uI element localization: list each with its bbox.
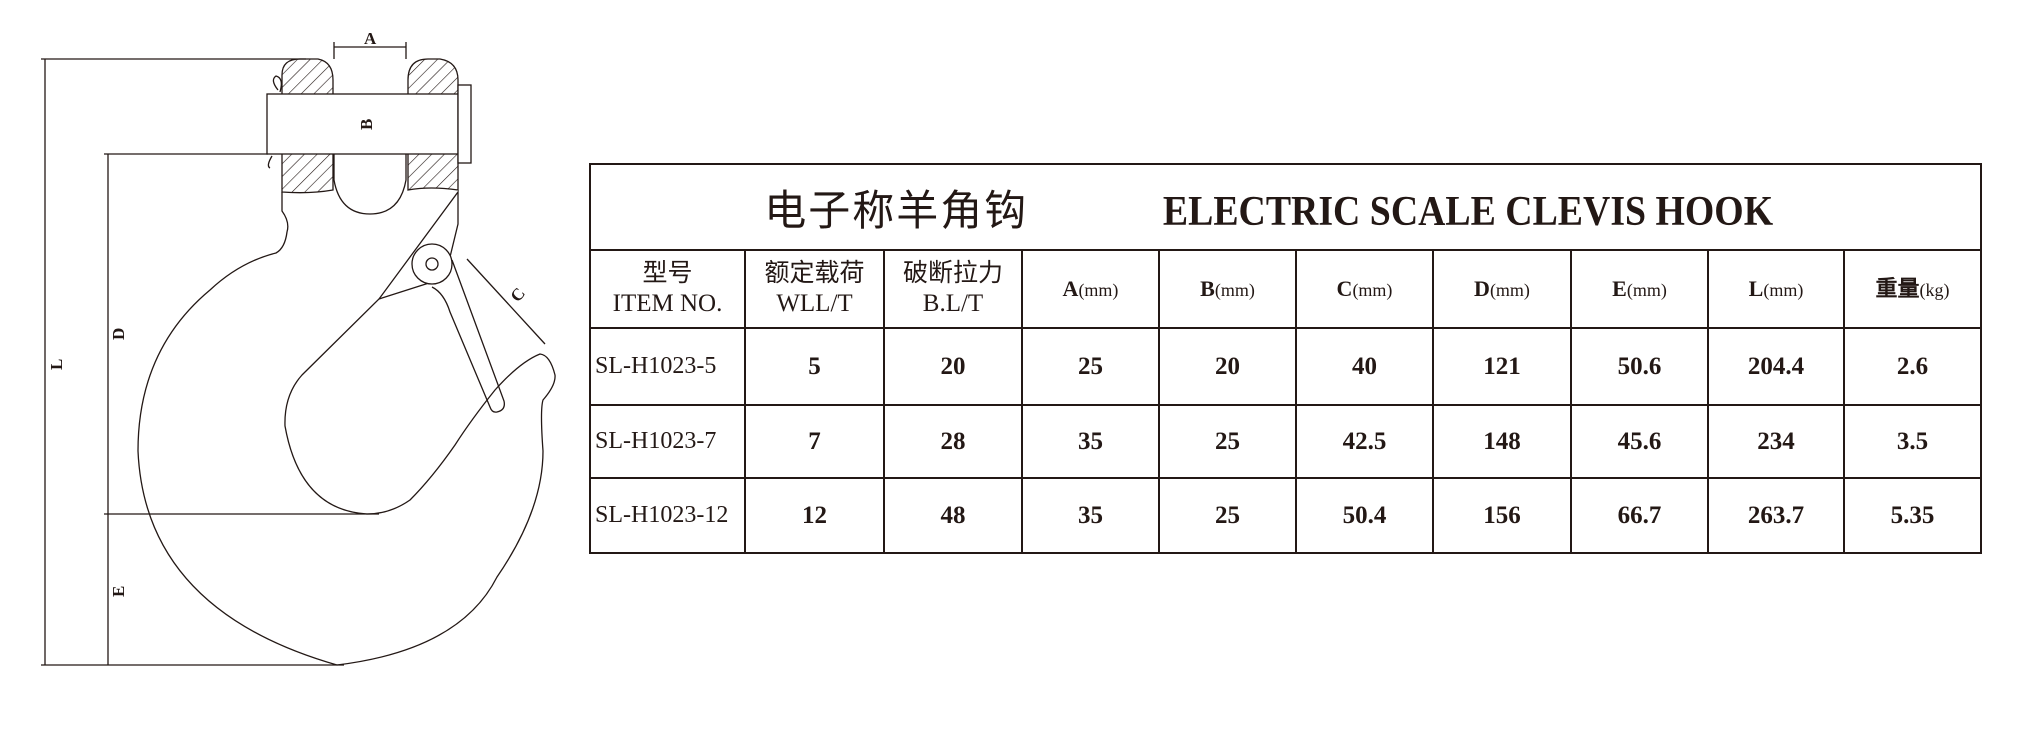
table-cell: 66.7 [1570, 477, 1709, 554]
clevis-pin [266, 93, 459, 155]
table-cell: 234 [1707, 404, 1845, 479]
table-cell: 156 [1432, 477, 1572, 554]
header-label: A [1062, 275, 1079, 301]
header-label: L [1748, 275, 1764, 301]
table-row: SL-H1023-7 7 28 35 25 42.5 148 45.6 234 3.5 [589, 404, 1982, 479]
table-cell: 25 [1158, 477, 1297, 554]
dimension-label-B: B [357, 119, 376, 130]
table-cell: 263.7 [1707, 477, 1845, 554]
table-title: 电子称羊角钩 ELECTRIC SCALE CLEVIS HOOK [589, 163, 1982, 251]
hook-latch [431, 259, 505, 413]
title-chinese: 电子称羊角钩 [764, 188, 1029, 235]
title-english: ELECTRIC SCALE CLEVIS HOOK [1162, 188, 1773, 235]
header-label-cn: 额定载荷 [764, 260, 865, 287]
item-number-cell: SL-H1023-7 [589, 404, 746, 479]
header-label-en: ITEM NO. [612, 290, 723, 317]
table-cell: 40 [1295, 327, 1434, 406]
table-cell: 42.5 [1295, 404, 1434, 479]
dimension-label-L: L [47, 359, 66, 370]
header-cell: E(mm) [1570, 249, 1709, 329]
table-cell: 121 [1432, 327, 1572, 406]
table-cell: 204.4 [1707, 327, 1845, 406]
cotter-pin [267, 75, 282, 169]
table-row: SL-H1023-12 12 48 35 25 50.4 156 66.7 263.7 5.35 [589, 477, 1982, 554]
clevis-hook-drawing: A B C D E L [41, 29, 556, 666]
header-label-en: WLL/T [776, 290, 853, 317]
latch-pivot [411, 243, 453, 285]
header-label: C [1336, 275, 1353, 301]
table-cell: 35 [1021, 477, 1160, 554]
header-cell: D(mm) [1432, 249, 1572, 329]
table-cell: 48 [883, 477, 1023, 554]
table-cell: 2.6 [1843, 327, 1982, 406]
dimension-label-D: D [109, 328, 128, 340]
header-label: B [1200, 275, 1215, 301]
table-cell: 25 [1158, 404, 1297, 479]
table-cell: 7 [744, 404, 885, 479]
table-cell: 20 [883, 327, 1023, 406]
header-unit: (mm) [1626, 279, 1667, 300]
dimension-label-C: C [507, 284, 529, 306]
header-label: E [1612, 275, 1627, 301]
header-cell: B(mm) [1158, 249, 1297, 329]
table-cell: 28 [883, 404, 1023, 479]
header-cell: 型号 ITEM NO. [589, 249, 746, 329]
item-number-cell: SL-H1023-5 [589, 327, 746, 406]
table-cell: 45.6 [1570, 404, 1709, 479]
header-unit: (mm) [1763, 279, 1804, 300]
header-label-cn: 破断拉力 [902, 260, 1003, 287]
header-unit: (mm) [1078, 279, 1119, 300]
dimension-line-C [466, 258, 546, 345]
table-cell: 25 [1021, 327, 1160, 406]
pin-head [457, 84, 472, 164]
header-cell: L(mm) [1707, 249, 1845, 329]
table-cell: 5 [744, 327, 885, 406]
dimension-label-E: E [109, 586, 128, 597]
header-cell: 破断拉力 B.L/T [883, 249, 1023, 329]
header-unit: (mm) [1214, 279, 1255, 300]
header-label-en: B.L/T [922, 290, 984, 317]
table-cell: 12 [744, 477, 885, 554]
table-cell: 50.4 [1295, 477, 1434, 554]
header-label: D [1474, 275, 1490, 301]
clevis-seat [333, 154, 407, 215]
hook-body [137, 190, 556, 666]
table-cell: 20 [1158, 327, 1297, 406]
item-number-cell: SL-H1023-12 [589, 477, 746, 554]
table-cell: 5.35 [1843, 477, 1982, 554]
table-cell: 148 [1432, 404, 1572, 479]
table-cell: 3.5 [1843, 404, 1982, 479]
header-unit: (kg) [1919, 279, 1950, 300]
header-label-cn: 型号 [642, 260, 693, 287]
table-cell: 35 [1021, 404, 1160, 479]
spec-table: 电子称羊角钩 ELECTRIC SCALE CLEVIS HOOK 型号 ITEM… [589, 163, 1982, 554]
header-cell: A(mm) [1021, 249, 1160, 329]
header-unit: (mm) [1352, 279, 1393, 300]
header-cell: 重量(kg) [1843, 249, 1982, 329]
table-header-row: 型号 ITEM NO. 额定载荷 WLL/T 破断拉力 B.L/T A(mm) B(mm) C(… [589, 249, 1982, 329]
hook-throat-line [378, 282, 430, 300]
header-label: 重量 [1875, 275, 1920, 301]
table-row: SL-H1023-5 5 20 25 20 40 121 50.6 204.4 2.6 [589, 327, 1982, 406]
header-cell: 额定载荷 WLL/T [744, 249, 885, 329]
dimension-label-A: A [364, 29, 377, 48]
header-cell: C(mm) [1295, 249, 1434, 329]
table-cell: 50.6 [1570, 327, 1709, 406]
header-unit: (mm) [1489, 279, 1530, 300]
